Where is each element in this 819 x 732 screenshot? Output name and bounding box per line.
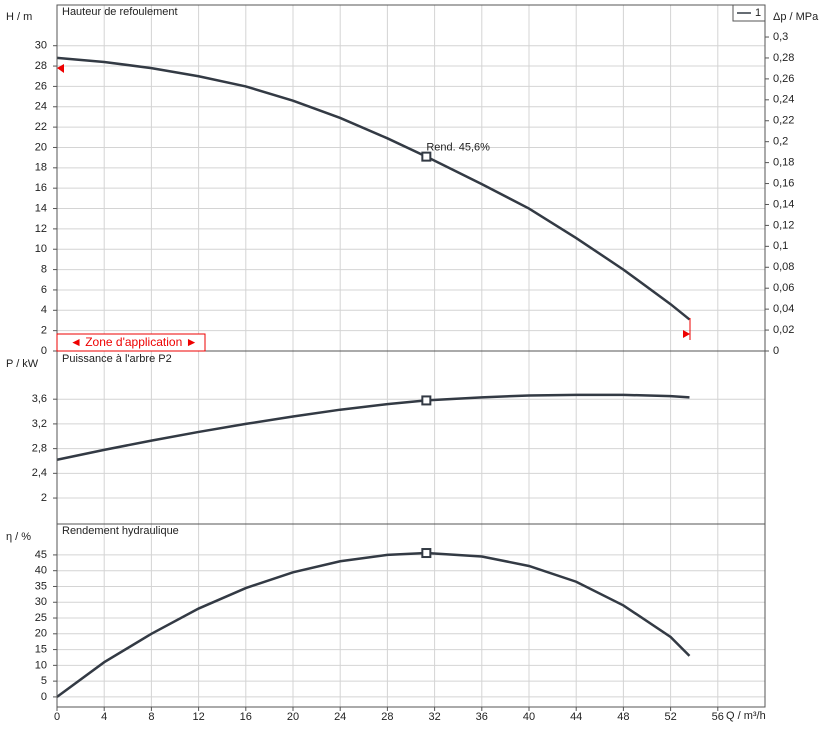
panel-title: Hauteur de refoulement <box>62 6 178 18</box>
x-tick-label: 56 <box>712 711 724 723</box>
y-tick-label: 22 <box>35 121 47 133</box>
x-tick-label: 28 <box>381 711 393 723</box>
y2-tick-label: 0,16 <box>773 177 794 189</box>
zone-box <box>56 333 206 352</box>
operating-point <box>421 395 432 406</box>
y-tick-label: 20 <box>35 141 47 153</box>
x-tick-label: 36 <box>476 711 488 723</box>
x-tick-label: 20 <box>287 711 299 723</box>
y-axis-label: H / m <box>6 11 32 23</box>
y-tick-label: 24 <box>35 101 47 113</box>
y-tick-label: 0 <box>41 691 47 703</box>
y2-tick-label: 0,3 <box>773 31 788 43</box>
y-axis-label: η / % <box>6 531 31 543</box>
x-tick-label: 40 <box>523 711 535 723</box>
y2-tick-label: 0,14 <box>773 198 794 210</box>
operating-point <box>421 548 432 559</box>
limit-marker <box>683 330 690 338</box>
y-tick-label: 10 <box>35 659 47 671</box>
y-tick-label: 15 <box>35 643 47 655</box>
y2-tick-label: 0,24 <box>773 94 794 106</box>
y2-tick-label: 0 <box>773 345 779 357</box>
y2-axis-label: Δp / MPa <box>773 11 819 23</box>
legend-label: 1 <box>755 7 761 19</box>
y-tick-label: 40 <box>35 565 47 577</box>
y-tick-label: 16 <box>35 182 47 194</box>
y-tick-label: 3,2 <box>32 418 47 430</box>
y2-tick-label: 0,08 <box>773 261 794 273</box>
y2-tick-label: 0,28 <box>773 52 794 64</box>
y-tick-label: 30 <box>35 596 47 608</box>
x-tick-label: 12 <box>192 711 204 723</box>
y-axis-label: P / kW <box>6 358 39 370</box>
y-tick-label: 20 <box>35 628 47 640</box>
y-tick-label: 45 <box>35 549 47 561</box>
y-tick-label: 25 <box>35 612 47 624</box>
y2-tick-label: 0,06 <box>773 282 794 294</box>
zone-label: ◄ Zone d'application ► <box>70 335 197 349</box>
y-tick-label: 35 <box>35 580 47 592</box>
y-tick-label: 2,8 <box>32 443 47 455</box>
y-tick-label: 18 <box>35 162 47 174</box>
panel-title: Rendement hydraulique <box>62 525 179 537</box>
curve <box>56 56 691 321</box>
x-tick-label: 52 <box>664 711 676 723</box>
x-tick-label: 32 <box>428 711 440 723</box>
grid <box>56 5 765 707</box>
x-tick-label: 8 <box>148 711 154 723</box>
y-tick-label: 26 <box>35 80 47 92</box>
foreground: 02468101214161820222426283000,020,040,06… <box>32 31 795 723</box>
y2-tick-label: 0,22 <box>773 115 794 127</box>
operating-point <box>421 151 432 162</box>
y2-tick-label: 0,1 <box>773 240 788 252</box>
y-tick-label: 14 <box>35 202 47 214</box>
y-tick-label: 10 <box>35 243 47 255</box>
y2-tick-label: 0,02 <box>773 324 794 336</box>
y-tick-label: 3,6 <box>32 393 47 405</box>
limit-marker <box>57 64 64 73</box>
x-tick-label: 44 <box>570 711 582 723</box>
x-tick-label: 4 <box>101 711 107 723</box>
x-axis-label: Q / m³/h <box>726 710 766 722</box>
y-tick-label: 0 <box>41 345 47 357</box>
y2-tick-label: 0,04 <box>773 303 794 315</box>
y2-tick-label: 0,2 <box>773 136 788 148</box>
y2-tick-label: 0,12 <box>773 219 794 231</box>
y-tick-label: 5 <box>41 675 47 687</box>
y2-tick-label: 0,18 <box>773 157 794 169</box>
y-tick-label: 12 <box>35 223 47 235</box>
y-tick-label: 8 <box>41 263 47 275</box>
x-tick-label: 48 <box>617 711 629 723</box>
x-tick-label: 0 <box>54 711 60 723</box>
panel-frame <box>56 523 766 708</box>
panel-title: Puissance à l'arbre P2 <box>62 353 172 365</box>
x-tick-label: 24 <box>334 711 346 723</box>
annotation: Rend. 45,6% <box>426 142 490 154</box>
curve <box>56 551 691 698</box>
y-tick-label: 30 <box>35 40 47 52</box>
y-tick-label: 2 <box>41 325 47 337</box>
y-tick-label: 2,4 <box>32 467 47 479</box>
y-tick-label: 28 <box>35 60 47 72</box>
y-tick-label: 4 <box>41 304 47 316</box>
y-tick-label: 2 <box>41 492 47 504</box>
x-tick-label: 16 <box>240 711 252 723</box>
y2-tick-label: 0,26 <box>773 73 794 85</box>
curve <box>56 393 690 461</box>
y-tick-label: 6 <box>41 284 47 296</box>
